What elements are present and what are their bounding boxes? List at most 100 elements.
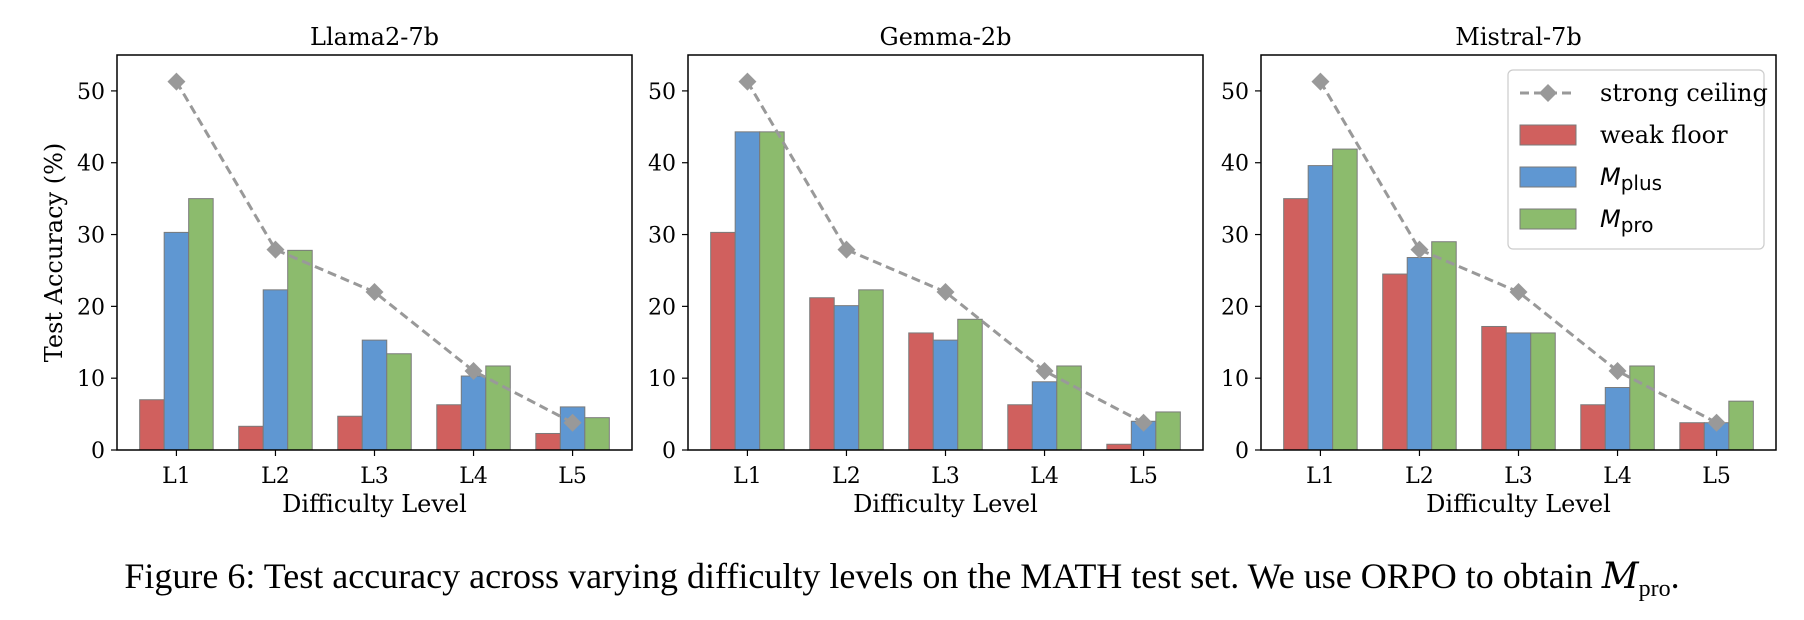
ceiling-point [1509, 283, 1528, 301]
y-tick-label: 0 [1235, 439, 1249, 464]
chart-panel-3: Mistral-7b 0 10 20 30 40 50 L1 L2 L3 L4 L5 Difficult… [1221, 23, 1777, 518]
bar-m-pro [1155, 411, 1181, 451]
bar-m-plus [460, 375, 487, 451]
ceiling-point [738, 72, 757, 91]
ceiling-point [837, 240, 856, 259]
ceiling-point [1707, 413, 1726, 432]
x-tick-label: L5 [558, 464, 587, 489]
x-tick-label: L1 [1306, 464, 1335, 489]
bar-weak-floor [238, 425, 264, 451]
x-tick-label: L5 [1129, 464, 1158, 489]
bar-m-pro [188, 198, 214, 451]
bar-m-pro [1728, 400, 1754, 451]
y-tick-label: 10 [648, 367, 676, 392]
bar-m-plus [262, 289, 289, 451]
y-tick-label: 50 [77, 80, 105, 105]
bar-m-pro [858, 289, 884, 451]
x-tick-label: L4 [1603, 464, 1632, 489]
x-axis-label: Difficulty Level [282, 490, 467, 518]
ceiling-point [1035, 362, 1054, 380]
ceiling-point [1410, 240, 1429, 259]
bar-weak-floor [139, 399, 165, 451]
legend-label: strong ceiling [1600, 79, 1768, 107]
bar-m-plus [932, 339, 959, 451]
legend-label: Mplus [1600, 163, 1662, 195]
bar-weak-floor [1481, 325, 1507, 451]
ceiling-point [1134, 413, 1153, 432]
legend-label: weak floor [1600, 121, 1728, 149]
ceiling-point [1311, 72, 1330, 91]
ceiling-point [266, 240, 285, 259]
bar-m-plus [1307, 165, 1334, 451]
bar-weak-floor [809, 297, 835, 451]
x-tick-label: L1 [162, 464, 191, 489]
x-tick-label: L2 [261, 464, 290, 489]
x-axis-label: Difficulty Level [853, 490, 1038, 518]
bar-m-pro [485, 365, 511, 451]
bar-m-plus [163, 231, 190, 451]
caption-symbol-sub: pro [1638, 576, 1671, 603]
bar-weak-floor [1679, 422, 1705, 451]
ceiling-point [365, 283, 384, 301]
panel-title: Mistral-7b [1455, 23, 1581, 51]
bar-weak-floor [535, 432, 561, 451]
bar-m-plus [833, 305, 860, 451]
ceiling-point [167, 72, 186, 91]
y-tick-label: 30 [1221, 224, 1249, 249]
ceiling-point [1608, 362, 1627, 380]
bar-m-plus [1406, 257, 1433, 451]
ceiling-point [464, 362, 483, 380]
y-tick-label: 30 [77, 224, 105, 249]
chart-panel-2: Gemma-2b 0 10 20 30 40 50 L1 L2 L3 L4 L5 Difficulty … [648, 23, 1204, 518]
bar-weak-floor [710, 231, 736, 451]
x-tick-label: L4 [459, 464, 488, 489]
y-tick-label: 20 [648, 295, 676, 320]
panel-title: Llama2-7b [310, 23, 439, 51]
caption-text: Test accuracy across varying difficulty … [263, 556, 1593, 596]
bar-m-plus [361, 339, 388, 451]
bar-weak-floor [1283, 198, 1309, 451]
x-tick-label: L3 [360, 464, 389, 489]
x-tick-label: L2 [1405, 464, 1434, 489]
bar-m-plus [1031, 381, 1058, 451]
caption-symbol: M [1601, 556, 1639, 597]
legend-box [1507, 69, 1765, 250]
x-tick-label: L4 [1030, 464, 1059, 489]
ceiling-point [563, 413, 582, 432]
caption-suffix: . [1670, 556, 1680, 596]
bar-m-pro [1431, 241, 1457, 451]
x-tick-label: L3 [1504, 464, 1533, 489]
bar-weak-floor [1382, 273, 1408, 451]
y-tick-label: 0 [91, 439, 105, 464]
bar-weak-floor [1106, 443, 1132, 451]
x-tick-label: L5 [1702, 464, 1731, 489]
y-tick-label: 20 [1221, 295, 1249, 320]
x-tick-label: L1 [733, 464, 762, 489]
caption-prefix: Figure 6: [124, 556, 256, 596]
bar-weak-floor [436, 404, 462, 451]
y-tick-label: 30 [648, 224, 676, 249]
legend-bar-swatch [1519, 124, 1577, 146]
bar-m-plus [1604, 387, 1631, 451]
y-tick-label: 10 [1221, 367, 1249, 392]
bar-weak-floor [1007, 404, 1033, 451]
y-tick-label: 20 [77, 295, 105, 320]
bar-m-pro [1629, 365, 1655, 451]
y-tick-label: 40 [1221, 152, 1249, 177]
figure: Llama2-7b 0 10 20 30 40 50 L1 L2 L3 L4 L5 Difficulty… [40, 23, 1777, 518]
x-axis-label: Difficulty Level [1426, 490, 1611, 518]
panel-title: Gemma-2b [880, 23, 1012, 51]
bar-m-pro [584, 417, 610, 451]
y-axis-label: Test Accuracy (%) [40, 143, 68, 363]
y-tick-label: 40 [648, 152, 676, 177]
bar-weak-floor [1580, 404, 1606, 451]
x-tick-label: L3 [931, 464, 960, 489]
bar-m-pro [759, 131, 785, 451]
bar-m-pro [1530, 332, 1556, 451]
bar-m-pro [1332, 148, 1358, 451]
bar-m-plus [734, 131, 761, 451]
figure-caption: Figure 6: Test accuracy across varying d… [0, 555, 1804, 603]
y-tick-label: 50 [1221, 80, 1249, 105]
legend-bar-swatch [1519, 166, 1577, 188]
bar-weak-floor [908, 332, 934, 451]
